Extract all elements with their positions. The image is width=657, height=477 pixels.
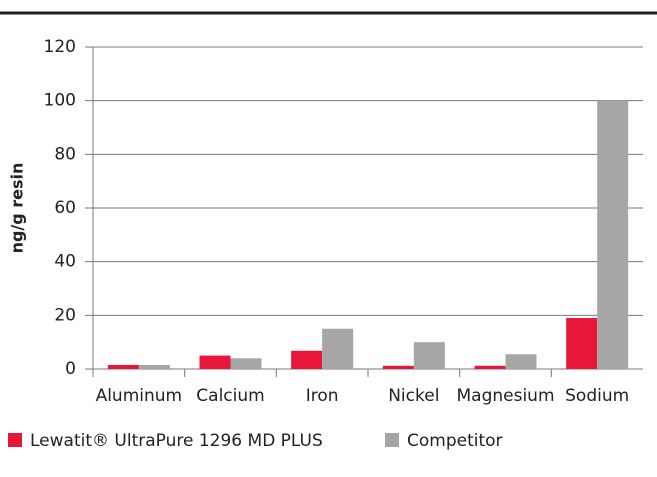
legend-swatch <box>8 433 22 447</box>
x-tick-label: Iron <box>306 386 339 406</box>
x-tick-label: Sodium <box>565 386 629 406</box>
legend-label: Lewatit® UltraPure 1296 MD PLUS <box>30 431 323 451</box>
y-tick-label: 40 <box>54 252 76 272</box>
legend-label: Competitor <box>407 431 503 451</box>
y-tick-label: 0 <box>65 359 76 379</box>
y-tick-label: 120 <box>44 37 76 57</box>
bar <box>382 365 414 369</box>
x-tick-label: Nickel <box>388 386 439 406</box>
bar <box>413 342 445 369</box>
legend-swatch <box>385 433 399 447</box>
y-tick-label: 20 <box>54 305 76 325</box>
x-tick-label: Magnesium <box>456 386 554 406</box>
bar <box>322 328 354 369</box>
bar <box>230 358 262 369</box>
bar <box>199 355 231 369</box>
bar <box>291 350 323 369</box>
y-axis-title: ng/g resin <box>8 163 27 254</box>
bar <box>505 354 537 369</box>
bar <box>597 100 629 370</box>
bar <box>138 364 170 369</box>
bar <box>566 318 598 369</box>
y-tick-label: 100 <box>44 91 76 111</box>
x-tick-label: Calcium <box>196 386 264 406</box>
y-tick-label: 80 <box>54 144 76 164</box>
y-tick-label: 60 <box>54 198 76 218</box>
x-tick-label: Aluminum <box>96 386 183 406</box>
bar <box>107 364 139 369</box>
bar <box>474 365 506 369</box>
